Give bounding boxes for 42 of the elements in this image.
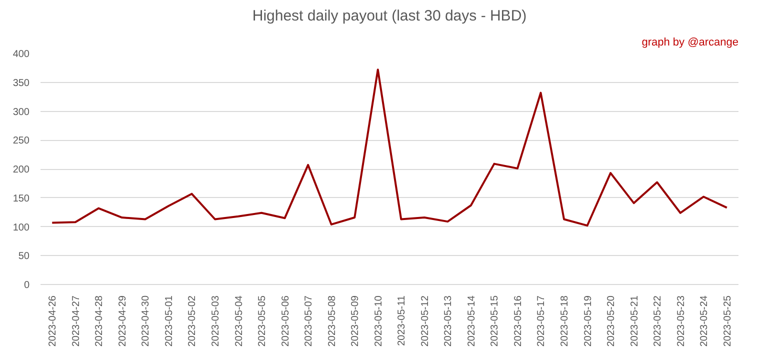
x-tick-label: 2023-05-11 [396, 295, 408, 346]
x-tick-label: 2023-05-23 [676, 295, 687, 347]
x-tick-label: 2023-05-20 [606, 295, 618, 347]
x-tick-label: 2023-05-14 [466, 295, 478, 347]
x-tick-label: 2023-04-30 [140, 295, 152, 347]
x-tick-label: 2023-05-07 [304, 295, 315, 347]
x-tick-label: 2023-04-26 [48, 295, 59, 347]
x-tick-label: 2023-05-24 [699, 295, 710, 347]
x-tick-label: 2023-05-04 [234, 295, 245, 347]
y-tick-label: 200 [12, 164, 30, 176]
x-tick-label: 2023-04-27 [70, 295, 82, 347]
x-tick-label: 2023-05-25 [722, 295, 734, 347]
y-tick-label: 400 [12, 49, 30, 60]
y-tick-label: 0 [24, 280, 30, 291]
x-tick-label: 2023-05-08 [326, 295, 338, 347]
x-tick-label: 2023-05-09 [350, 295, 362, 347]
y-tick-label: 150 [12, 193, 30, 204]
y-tick-label: 250 [12, 136, 30, 147]
x-tick-label: 2023-05-02 [187, 295, 198, 347]
x-tick-label: 2023-05-06 [280, 295, 292, 347]
line-series [51, 68, 728, 227]
x-tick-label: 2023-05-05 [257, 295, 268, 347]
x-tick-label: 2023-05-13 [443, 295, 454, 347]
y-tick-label: 100 [12, 222, 30, 234]
x-tick-label: 2023-05-16 [512, 295, 524, 347]
y-tick-label: 300 [12, 106, 30, 118]
x-tick-label: 2023-05-01 [164, 295, 175, 347]
x-tick-label: 2023-05-22 [652, 295, 664, 347]
y-tick-label: 50 [18, 251, 30, 262]
x-tick-label: 2023-05-12 [420, 295, 431, 347]
x-tick-label: 2023-04-29 [117, 295, 128, 347]
x-tick-label: 2023-04-28 [94, 295, 106, 347]
y-tick-label: 350 [12, 78, 30, 89]
x-tick-label: 2023-05-17 [536, 295, 548, 347]
x-tick-label: 2023-05-10 [373, 295, 384, 347]
x-tick-label: 2023-05-03 [210, 295, 222, 347]
x-tick-label: 2023-05-19 [582, 295, 594, 347]
x-tick-label: 2023-05-15 [490, 295, 501, 347]
x-tick-label: 2023-05-18 [560, 295, 570, 347]
text: graph by @arcange [642, 36, 739, 48]
chart-title: Highest daily payout (last 30 days - HBD) [252, 8, 527, 24]
x-tick-label: 2023-05-21 [629, 295, 640, 347]
